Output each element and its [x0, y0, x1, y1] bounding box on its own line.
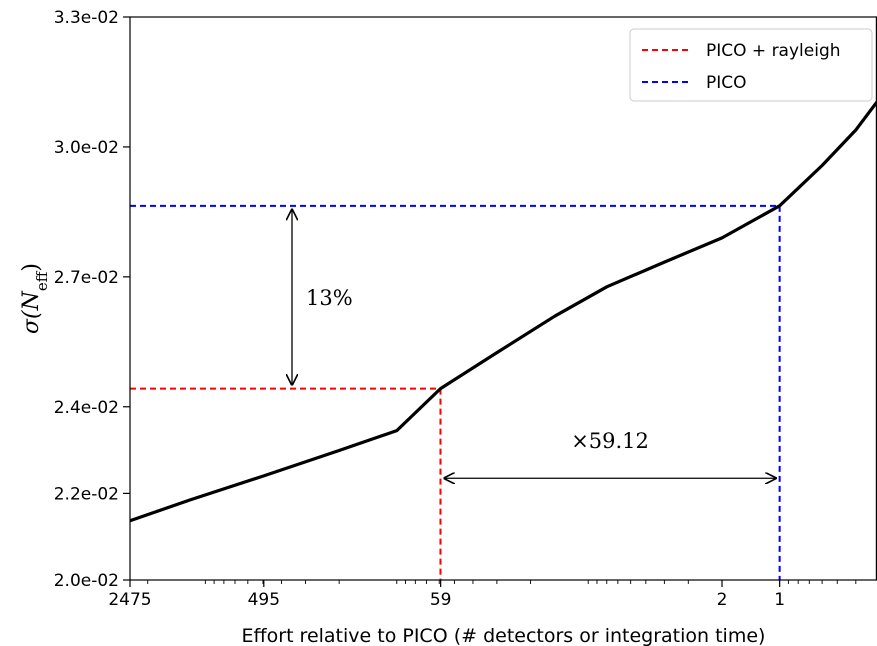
y-axis: 2.0e-02 2.2e-02 2.4e-02 2.7e-02 3.0e-02 3.3e-…	[54, 8, 130, 591]
legend: PICO + rayleigh PICO	[629, 28, 873, 102]
legend-label-pico-rayleigh: PICO + rayleigh	[706, 41, 841, 61]
reference-lines	[130, 204, 781, 580]
x-axis: 2475 495 59 2 1	[108, 580, 857, 610]
x-tick-label: 2475	[108, 590, 151, 610]
plot-frame	[129, 16, 877, 581]
x-tick-label: 59	[430, 590, 452, 610]
y-tick-label: 2.4e-02	[54, 398, 119, 418]
y-tick-label: 2.2e-02	[54, 484, 119, 504]
x-tick-label: 2	[717, 590, 728, 610]
x-axis-label: Effort relative to PICO (# detectors or …	[242, 625, 766, 646]
y-tick-label: 3.0e-02	[54, 138, 119, 158]
series-line-0	[129, 100, 877, 523]
annotation-label-factor: ×59.12	[571, 429, 649, 453]
x-tick-label: 495	[248, 590, 280, 610]
y-tick-label: 3.3e-02	[54, 8, 119, 28]
legend-box	[629, 28, 873, 102]
annotations-layer: 13% ×59.12	[292, 210, 776, 478]
y-axis-label-main: σ(N	[19, 290, 44, 334]
y-axis-label-sub: eff	[33, 270, 51, 291]
annotation-label-13pct: 13%	[306, 286, 353, 310]
y-tick-label: 2.0e-02	[54, 571, 119, 591]
y-axis-label-close: )	[19, 263, 44, 272]
legend-label-pico: PICO	[706, 73, 747, 93]
y-axis-label: σ(Neff)	[19, 263, 51, 334]
series-layer	[129, 100, 877, 523]
svg-text:σ(Neff): σ(Neff)	[19, 263, 51, 334]
x-tick-label: 1	[774, 590, 785, 610]
y-tick-label: 2.7e-02	[54, 268, 119, 288]
